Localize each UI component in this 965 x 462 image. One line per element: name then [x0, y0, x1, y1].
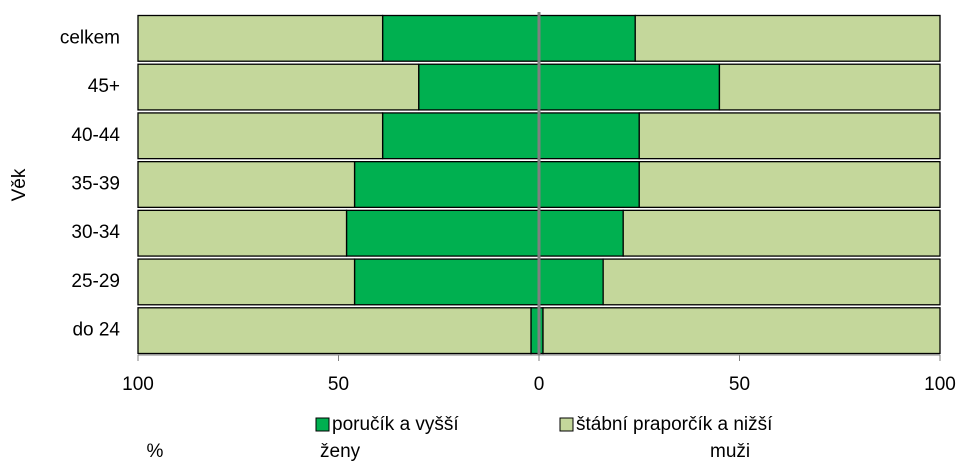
- side-label: muži: [710, 441, 750, 462]
- y-tick-label: 25-29: [71, 271, 120, 292]
- bar: [538, 258, 604, 306]
- bar: [345, 209, 540, 257]
- bar: [638, 112, 941, 160]
- bar: [137, 63, 420, 111]
- bar: [381, 112, 540, 160]
- legend-swatch: [559, 417, 574, 432]
- bar: [718, 63, 941, 111]
- bar: [538, 14, 636, 62]
- legend-label: poručík a vyšší: [332, 414, 459, 435]
- bar: [137, 209, 348, 257]
- legend-label: štábní praporčík a nižší: [576, 414, 773, 435]
- bar: [353, 160, 540, 209]
- bar: [538, 63, 721, 111]
- y-tick-label: do 24: [72, 320, 120, 341]
- x-tick-label: 0: [534, 374, 545, 395]
- bar: [538, 209, 624, 257]
- bar: [353, 258, 540, 306]
- y-tick-label: 45+: [88, 76, 120, 97]
- x-tick-label: 100: [924, 374, 956, 395]
- bar: [638, 160, 941, 209]
- side-label: ženy: [320, 441, 361, 462]
- bar: [137, 307, 532, 355]
- y-axis-label: Věk: [9, 168, 30, 201]
- bar: [538, 160, 640, 209]
- y-tick-label: 40-44: [71, 125, 120, 146]
- bar: [418, 63, 540, 111]
- bar: [137, 112, 384, 160]
- bar: [137, 14, 384, 62]
- legend-swatch: [315, 417, 330, 432]
- bar: [137, 258, 356, 306]
- bar: [538, 112, 640, 160]
- bar: [634, 14, 941, 62]
- bar: [622, 209, 941, 257]
- bar: [602, 258, 941, 306]
- y-tick-label: 35-39: [71, 174, 120, 195]
- bar: [381, 14, 540, 62]
- y-tick-label: 30-34: [71, 222, 120, 243]
- bar: [542, 307, 941, 355]
- x-tick-label: 50: [729, 374, 750, 395]
- bar: [137, 160, 356, 209]
- x-tick-label: 50: [328, 374, 349, 395]
- x-axis-label: %: [147, 441, 164, 462]
- x-tick-label: 100: [122, 374, 154, 395]
- y-tick-label: celkem: [60, 27, 120, 48]
